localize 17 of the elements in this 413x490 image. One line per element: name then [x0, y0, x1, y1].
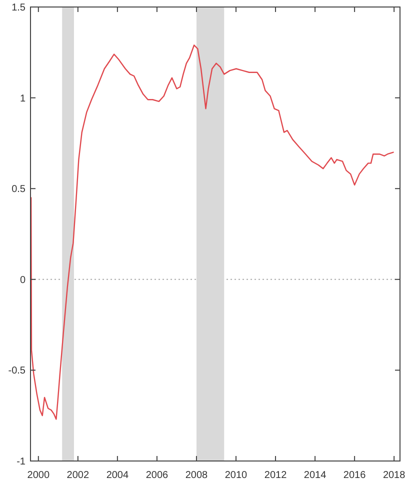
y-tick-label: 1.5 — [12, 2, 26, 14]
y-tick-label: 0.5 — [12, 184, 26, 196]
x-tick-label: 2002 — [66, 470, 90, 481]
x-tick-label: 2008 — [185, 470, 208, 481]
y-tick-label: 0 — [20, 274, 26, 286]
x-tick-label: 2012 — [264, 470, 288, 481]
x-tick-label: 2010 — [224, 470, 248, 481]
x-tick-label: 2004 — [106, 470, 129, 481]
x-tick-label: 2006 — [146, 470, 169, 481]
line-series — [30, 44, 394, 420]
x-tick-label: 2014 — [304, 470, 327, 481]
y-tick-label: -0.5 — [8, 366, 26, 377]
x-tick-label: 2000 — [27, 470, 50, 481]
x-tick-label: 2018 — [382, 470, 406, 481]
y-tick-label: 1 — [20, 93, 26, 104]
y-tick-label: -1 — [16, 456, 26, 468]
x-tick-label: 2016 — [343, 470, 366, 481]
